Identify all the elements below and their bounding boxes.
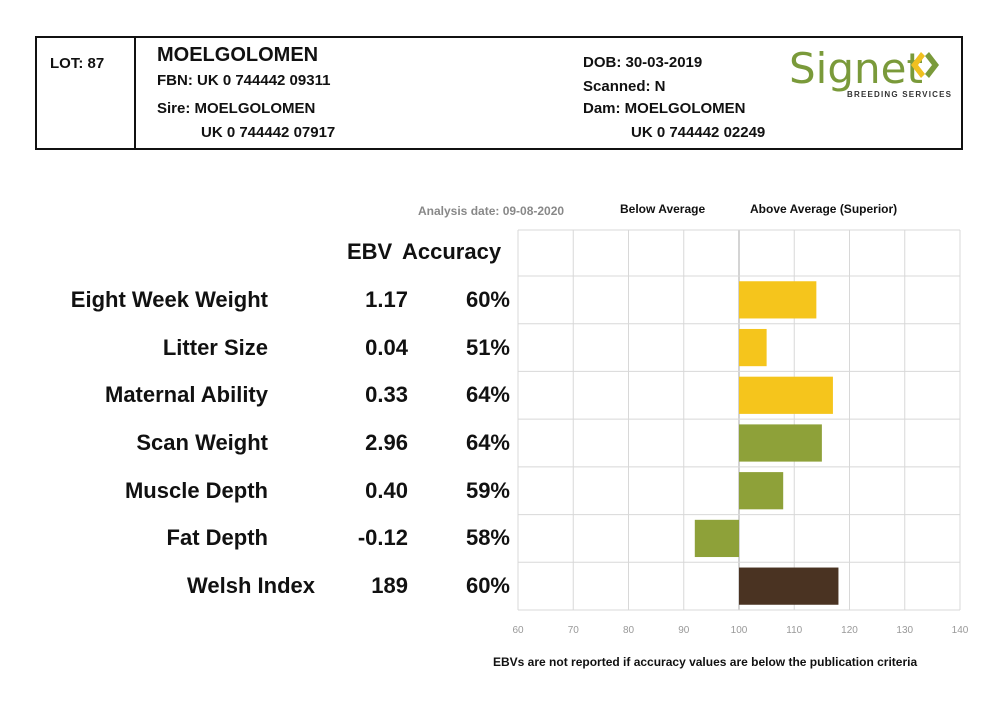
trait-label: Muscle Depth	[124, 477, 268, 503]
x-tick-label: 60	[512, 625, 524, 636]
ebv-value: 0.40	[365, 477, 408, 503]
x-tick-label: 110	[786, 625, 802, 636]
scanned: Scanned: N	[583, 78, 666, 95]
x-tick-label: 70	[568, 625, 580, 636]
x-tick-label: 80	[623, 625, 635, 636]
bar-litter-size	[739, 328, 767, 367]
bar-scan-weight	[739, 424, 822, 462]
trait-label: Eight Week Weight	[70, 286, 268, 312]
ebv-value: -0.12	[357, 525, 408, 551]
bar-eight-week-weight	[739, 281, 817, 319]
below-average-label: Below Average	[620, 202, 706, 216]
ebv-value: 0.33	[365, 382, 408, 408]
x-tick-label: 120	[841, 625, 858, 636]
ebv-header: EBV	[347, 239, 393, 264]
x-tick-label: 130	[896, 625, 913, 636]
x-tick-label: 100	[731, 625, 748, 636]
analysis-date: Analysis date: 09-08-2020	[418, 204, 565, 218]
signet-logo-icon	[911, 52, 939, 78]
trait-label: Welsh Index	[187, 573, 315, 599]
accuracy-header: Accuracy	[402, 239, 502, 264]
accuracy-value: 64%	[465, 430, 510, 455]
accuracy-value: 64%	[465, 382, 510, 408]
lot-number: LOT: 87	[50, 55, 105, 72]
ebv-value: 2.96	[365, 430, 408, 455]
dob: DOB: 30-03-2019	[583, 54, 703, 71]
animal-name: MOELGOLOMEN	[157, 44, 319, 66]
trait-label: Fat Depth	[166, 525, 268, 551]
accuracy-value: 58%	[465, 525, 510, 551]
x-tick-label: 140	[952, 625, 969, 636]
ebv-value: 1.17	[365, 286, 408, 312]
trait-label: Maternal Ability	[105, 382, 268, 408]
ebv-value: 189	[371, 573, 408, 599]
accuracy-value: 60%	[465, 286, 510, 312]
animal-header: LOT: 87 MOELGOLOMEN FBN: UK 0 744442 093…	[35, 36, 963, 150]
signet-logo-subtext: BREEDING SERVICES	[847, 90, 953, 99]
accuracy-value: 60%	[465, 573, 510, 599]
trait-label: Litter Size	[162, 334, 268, 360]
fbn: FBN: UK 0 744442 09311	[157, 72, 331, 89]
sire-label: Sire: MOELGOLOMEN	[157, 100, 316, 117]
sire-id: UK 0 744442 07917	[201, 124, 336, 141]
trait-label: Scan Weight	[136, 430, 268, 455]
dam-label: Dam: MOELGOLOMEN	[583, 100, 746, 117]
x-tick-label: 90	[678, 625, 690, 636]
accuracy-value: 51%	[465, 334, 510, 360]
bar-welsh-index	[739, 567, 839, 605]
dam-id: UK 0 744442 02249	[631, 124, 766, 141]
accuracy-value: 59%	[465, 477, 510, 503]
ebv-value: 0.04	[365, 334, 408, 360]
bar-maternal-ability	[739, 376, 833, 414]
above-average-label: Above Average (Superior)	[750, 202, 898, 216]
lot-cell: LOT: 87	[37, 38, 136, 148]
signet-logo-text: Signet	[789, 44, 923, 93]
bar-muscle-depth	[739, 472, 784, 510]
footnote: EBVs are not reported if accuracy values…	[493, 655, 918, 669]
bar-fat-depth	[694, 519, 739, 558]
